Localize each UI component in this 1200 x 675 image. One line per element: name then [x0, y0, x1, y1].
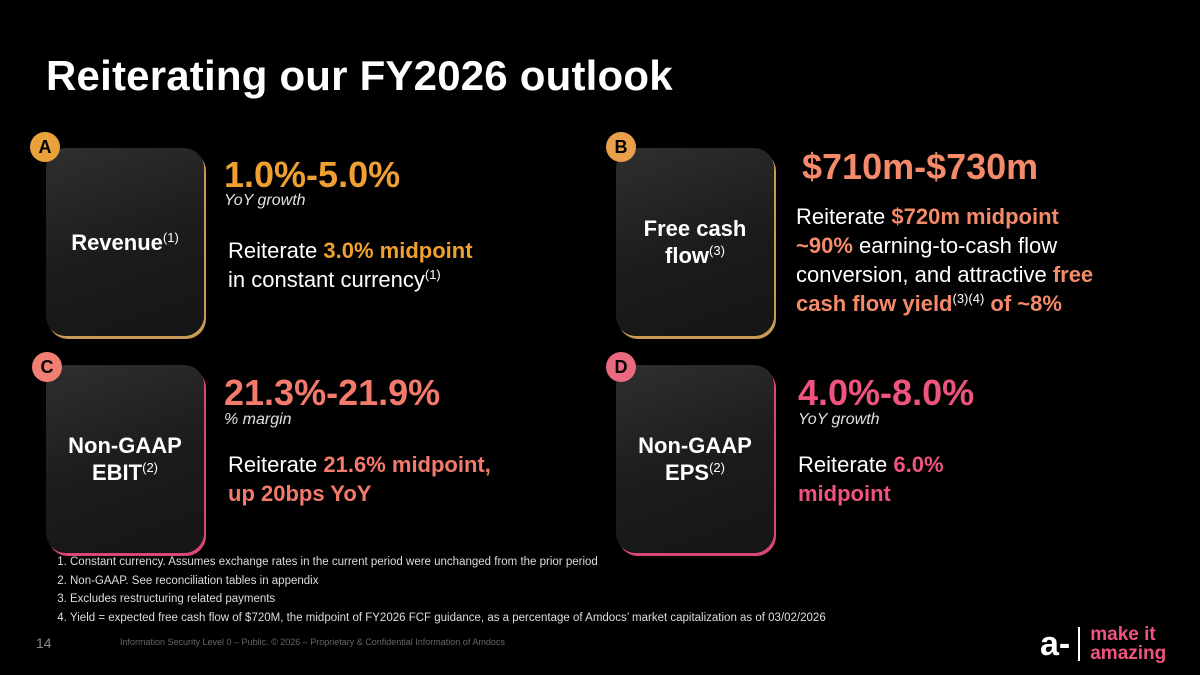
page-title: Reiterating our FY2026 outlook	[46, 52, 673, 99]
section-d-badge: D	[606, 352, 636, 382]
revenue-footnote-ref: (1)	[162, 229, 179, 245]
ebit-label-line1: Non-GAAP	[68, 433, 182, 458]
footnotes: Constant currency. Assumes exchange rate…	[52, 553, 826, 627]
section-c-badge: C	[32, 352, 62, 382]
logo-tagline-line1: make it	[1090, 624, 1156, 645]
revenue-subtitle: YoY growth	[224, 192, 306, 209]
revenue-card: Revenue(1)	[46, 148, 204, 336]
legal-notice: Information Security Level 0 – Public. ©…	[120, 637, 505, 647]
logo-tagline-line2: amazing	[1090, 643, 1167, 664]
footnote-item: Constant currency. Assumes exchange rate…	[70, 553, 826, 572]
section-a-badge: A	[30, 132, 60, 162]
page-number: 14	[36, 635, 52, 651]
fcf-headline: $710m-$730m	[802, 146, 1039, 187]
fcf-label-line1: Free cash	[643, 216, 747, 241]
revenue-midpoint: 3.0% midpoint	[323, 238, 473, 263]
footnote-item: Non-GAAP. See reconciliation tables in a…	[70, 572, 826, 591]
footnote-item: Yield = expected free cash flow of $720M…	[70, 609, 826, 628]
logo-separator	[1078, 627, 1081, 661]
ebit-card: Non-GAAP EBIT(2)	[46, 365, 204, 553]
section-b-badge: B	[606, 132, 636, 162]
eps-label-line2: EPS	[665, 460, 710, 485]
eps-label-line1: Non-GAAP	[638, 433, 752, 458]
amdocs-logo: a- make it amazing	[1040, 625, 1166, 663]
ebit-label-line2: EBIT	[91, 460, 143, 485]
fcf-body: Reiterate $720m midpoint ~90% earning-to…	[796, 204, 1094, 316]
logo-mark: a-	[1040, 625, 1071, 663]
revenue-label: Revenue	[71, 229, 163, 255]
eps-headline: 4.0%-8.0%	[798, 372, 975, 413]
eps-card: Non-GAAP EPS(2)	[616, 365, 774, 553]
ebit-subtitle: % margin	[224, 411, 292, 428]
revenue-headline: 1.0%-5.0%	[224, 154, 401, 195]
ebit-headline: 21.3%-21.9%	[224, 372, 441, 413]
revenue-body: Reiterate 3.0% midpoint in constant curr…	[228, 238, 473, 292]
ebit-body: Reiterate 21.6% midpoint, up 20bps YoY	[228, 452, 491, 506]
eps-subtitle: YoY growth	[798, 411, 880, 428]
free-cash-flow-card: Free cash flow(3)	[616, 148, 774, 336]
fcf-label-line2: flow	[665, 243, 710, 268]
footnote-item: Excludes restructuring related payments	[70, 590, 826, 609]
eps-body: Reiterate 6.0% midpoint	[798, 452, 944, 506]
